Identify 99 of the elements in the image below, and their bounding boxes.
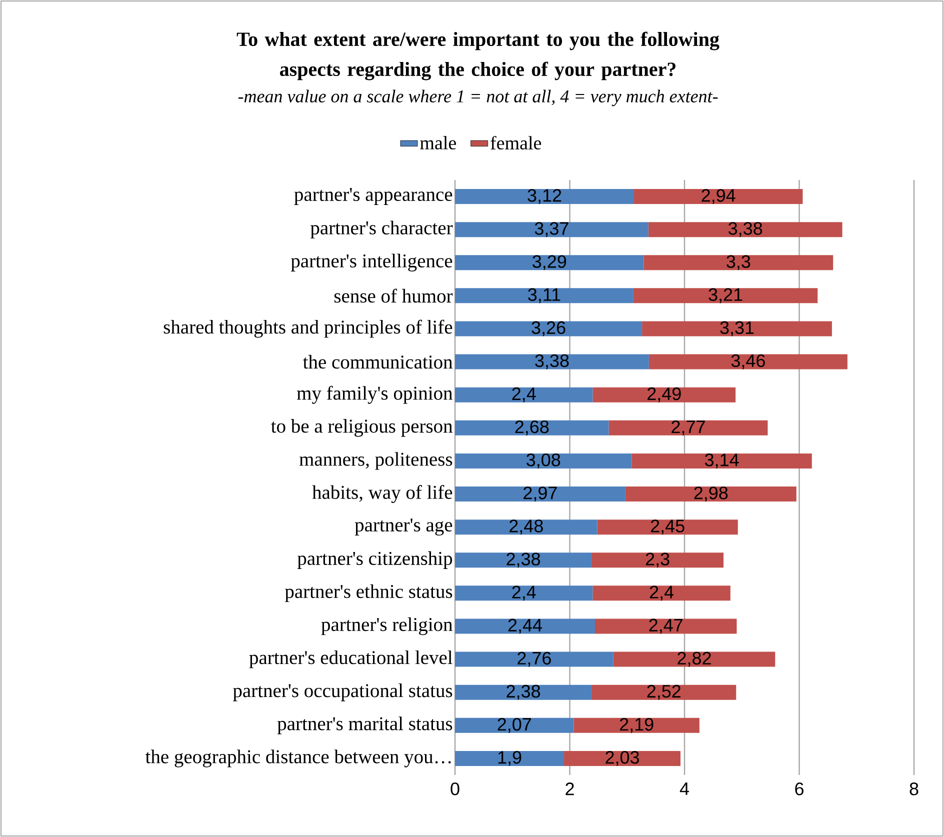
data-label: 2,94 [702, 189, 736, 204]
bar [455, 321, 642, 336]
data-label: 2,98 [694, 486, 728, 502]
bar [608, 420, 768, 436]
bar [613, 652, 776, 667]
data-label: 3,46 [731, 354, 765, 370]
data-label: 3,11 [528, 288, 560, 304]
bar [455, 750, 564, 766]
bar [455, 618, 595, 634]
data-label: 3,38 [728, 222, 762, 237]
y-tick-label: to be a religious person [271, 419, 453, 437]
data-label: 2,49 [648, 387, 681, 402]
y-tick-label: partner's ethnic status [284, 584, 452, 602]
data-label: 3,38 [535, 354, 569, 370]
y-tick-label: shared thoughts and principles of life [164, 320, 452, 338]
data-label: 2,38 [506, 552, 540, 568]
y-tick-label: partner's citizenship [297, 551, 452, 569]
data-label: 2,03 [606, 751, 639, 766]
y-tick-label: partner's educational level [249, 650, 452, 668]
y-tick-label: partner's marital status [277, 716, 452, 734]
data-label: 2,4 [650, 586, 674, 601]
y-tick-label: partner's character [310, 220, 453, 238]
bar [455, 255, 644, 270]
data-label: 2,48 [510, 520, 543, 534]
x-tick-label: 8 [910, 782, 918, 796]
bar [455, 586, 593, 601]
data-label: 2,68 [515, 420, 549, 436]
y-tick-label: partner's occupational status [233, 684, 452, 702]
data-label: 2,77 [672, 420, 705, 436]
y-tick-label: partner's appearance [294, 188, 452, 205]
bar [592, 552, 724, 568]
data-label: 3,21 [708, 288, 742, 304]
bar [634, 189, 803, 204]
data-label: 3,37 [534, 222, 568, 237]
y-tick-label: my family's opinion [296, 386, 453, 404]
data-label: 3,31 [720, 321, 754, 336]
bar [595, 618, 737, 634]
bar [564, 750, 680, 766]
bar [455, 486, 626, 502]
bar [455, 684, 592, 700]
bar [632, 453, 812, 468]
x-tick-label: 2 [566, 782, 574, 796]
data-label: 2,47 [649, 618, 682, 634]
data-label: 3,08 [526, 454, 560, 468]
data-label: 3,26 [532, 321, 566, 336]
bar [455, 189, 634, 204]
bar [642, 321, 832, 336]
legend-label: female [490, 136, 542, 150]
data-label: 2,76 [518, 652, 551, 667]
bar [455, 288, 634, 304]
bar [455, 552, 592, 568]
legend-label: male [420, 136, 456, 150]
y-tick-label: partner's age [354, 518, 452, 536]
bar [574, 718, 700, 733]
data-label: 2,38 [506, 684, 540, 700]
data-label: 2,4 [512, 387, 536, 402]
data-label: 2,97 [524, 486, 557, 502]
bar [455, 420, 609, 436]
data-label: 3,12 [528, 189, 562, 204]
data-label: 2,45 [650, 520, 684, 534]
y-tick-label: the geographic distance between you… [145, 750, 451, 768]
data-label: 2,07 [498, 718, 532, 733]
bar [592, 684, 736, 700]
data-label: 2,4 [512, 586, 536, 601]
data-label: 2,3 [646, 552, 670, 568]
bar [455, 718, 574, 733]
bar [455, 652, 614, 667]
x-tick-label: 4 [680, 782, 689, 795]
x-tick-label: 6 [795, 782, 804, 796]
data-label: 3,14 [704, 454, 739, 468]
bar [592, 586, 730, 601]
bar [592, 387, 736, 402]
data-label: 2,44 [508, 618, 542, 634]
chart-title: To what extent are/were important to you the following aspects regarding the choice of your partner? [236, 32, 720, 80]
y-tick-label: partner's religion [321, 617, 453, 636]
bar [455, 222, 648, 238]
bar [644, 255, 834, 270]
chart-subtitle: -mean value on a scale where 1 = not at all, 4 = very much extent- [238, 90, 718, 106]
x-tick-label: 0 [450, 782, 460, 796]
bar [633, 288, 818, 304]
bar [455, 354, 649, 370]
data-label: 3,3 [726, 255, 750, 270]
bar [648, 354, 848, 370]
data-label: 2,52 [647, 684, 680, 700]
data-label: 3,29 [532, 255, 566, 270]
y-tick-label: manners, politeness [299, 452, 452, 470]
y-tick-label: the communication [302, 354, 453, 369]
data-label: 1,9 [498, 751, 522, 766]
bar [597, 520, 738, 535]
bar [455, 387, 593, 402]
bar [625, 486, 796, 502]
data-label: 2,82 [678, 652, 711, 667]
bar [455, 453, 632, 468]
y-tick-label: sense of humor [334, 288, 453, 303]
bar [648, 222, 842, 238]
data-label: 2,19 [620, 718, 654, 733]
y-tick-label: habits, way of life [312, 485, 452, 503]
y-tick-label: partner's intelligence [290, 254, 452, 272]
bar [455, 520, 598, 535]
